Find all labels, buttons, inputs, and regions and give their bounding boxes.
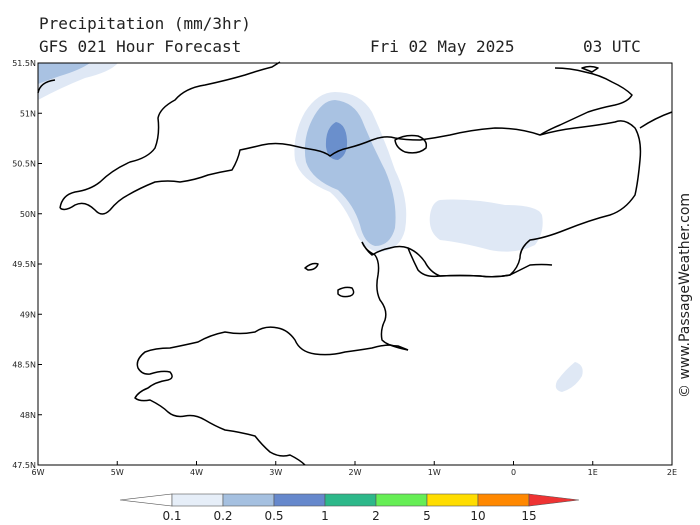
lat-tick-label: 48N	[20, 411, 36, 420]
legend-tick-label: 15	[521, 509, 536, 523]
copyright-text: © www.PassageWeather.com	[677, 192, 693, 398]
legend-swatch	[375, 493, 428, 507]
forecast-model: GFS 021 Hour Forecast	[39, 37, 242, 56]
lat-tick-label: 49.5N	[12, 260, 36, 269]
coastline-kent-east	[639, 111, 673, 129]
precip-area-mid-channel	[304, 100, 396, 246]
precip-area-mid-nw	[38, 63, 90, 84]
longitude-axis: 6W 5W 4W 3W 2W 1W 0 1E 2E	[32, 461, 677, 477]
legend-arrow-low	[119, 493, 173, 507]
legend-swatch	[426, 493, 479, 507]
legend-tick-label: 5	[423, 509, 431, 523]
lon-tick-label: 5W	[111, 468, 124, 477]
lat-tick-label: 51N	[20, 109, 36, 118]
legend-tick-label: 0.2	[213, 509, 232, 523]
coastline-thames-estuary	[539, 65, 633, 136]
lon-tick-label: 2W	[349, 468, 362, 477]
lat-tick-label: 51.5N	[12, 59, 36, 68]
precip-area-light-east	[429, 199, 543, 252]
lat-tick-label: 50N	[20, 210, 36, 219]
precip-area-light-se	[555, 362, 583, 392]
legend-swatch	[171, 493, 224, 507]
lon-tick-label: 0	[511, 468, 516, 477]
coastline-jersey	[337, 286, 355, 298]
legend-tick-label: 10	[470, 509, 485, 523]
map-frame: 6W 5W 4W 3W 2W 1W 0 1E 2E 51.5N 51N 50.5N 50N 49.5N 4…	[12, 59, 677, 477]
latitude-axis: 51.5N 51N 50.5N 50N 49.5N 49N 48.5N 48N 47.5N	[12, 59, 42, 470]
forecast-time: 03 UTC	[583, 37, 641, 56]
lat-tick-label: 50.5N	[12, 160, 36, 169]
coastline-brittany	[134, 326, 409, 466]
legend-swatch	[324, 493, 377, 507]
coastline-guernsey	[304, 262, 319, 271]
coastline-normandy	[407, 247, 553, 278]
precipitation-legend: 0.1 0.2 0.5 1 2 5 10 15	[119, 493, 580, 523]
map-title: Precipitation (mm/3hr)	[39, 14, 251, 33]
lat-tick-label: 48.5N	[12, 361, 36, 370]
lat-tick-label: 47.5N	[12, 461, 36, 470]
lat-tick-label: 49N	[20, 310, 36, 319]
legend-swatch	[273, 493, 326, 507]
lon-tick-label: 4W	[190, 468, 203, 477]
lon-tick-label: 2E	[667, 468, 677, 477]
precip-area-heavy-channel	[325, 122, 348, 160]
coastline-cherbourg-peninsula	[361, 241, 409, 351]
forecast-date: Fri 02 May 2025	[370, 37, 515, 56]
lon-tick-label: 1E	[588, 468, 598, 477]
legend-tick-label: 0.5	[264, 509, 283, 523]
lon-tick-label: 3W	[269, 468, 282, 477]
legend-tick-label: 1	[321, 509, 329, 523]
lon-tick-label: 1W	[428, 468, 441, 477]
lon-tick-label: 6W	[32, 468, 45, 477]
coastline-isle-of-wight	[394, 134, 428, 154]
legend-tick-label: 0.1	[162, 509, 181, 523]
legend-swatch	[222, 493, 275, 507]
legend-swatch	[477, 493, 530, 507]
legend-arrow-high	[528, 493, 580, 507]
legend-tick-label: 2	[372, 509, 380, 523]
